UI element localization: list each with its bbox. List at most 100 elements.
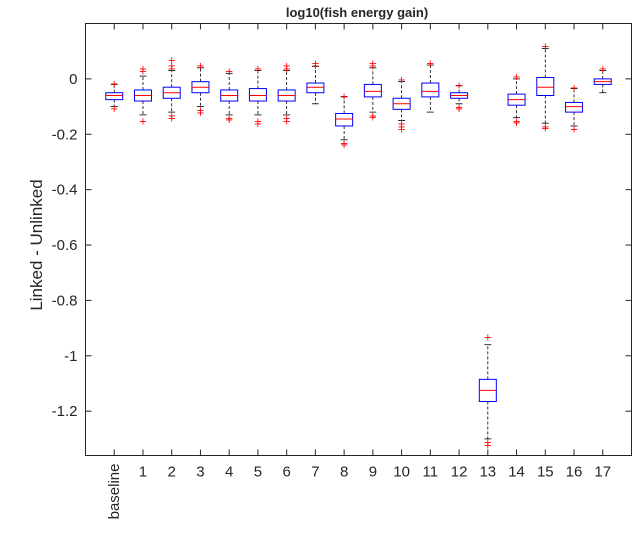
box-group: +++ <box>478 332 497 451</box>
outlier-marker: + <box>282 64 290 75</box>
outlier-marker: + <box>254 116 262 127</box>
outlier-marker: + <box>397 119 405 130</box>
x-tick-label: 7 <box>311 464 319 481</box>
x-tick-label: 9 <box>369 464 377 481</box>
x-tick-label: baseline <box>106 464 123 520</box>
outlier-marker: + <box>599 64 607 75</box>
x-tick-label: 13 <box>479 464 496 481</box>
x-tick-label: 1 <box>139 464 147 481</box>
outlier-marker: + <box>455 103 463 114</box>
outlier-marker: + <box>196 105 204 116</box>
x-tick-label: 11 <box>423 464 439 481</box>
box-group: +++ <box>450 80 469 115</box>
outlier-marker: + <box>570 83 578 94</box>
box-iqr <box>421 82 440 98</box>
box-group: +++ <box>133 64 152 127</box>
x-tick-label: 3 <box>196 464 204 481</box>
x-tick-label: 2 <box>168 464 176 481</box>
y-tick-label: -0.6 <box>52 237 78 254</box>
outlier-marker: + <box>369 58 377 69</box>
outlier-marker: + <box>254 64 262 75</box>
outlier-marker: + <box>282 116 290 127</box>
outlier-marker: + <box>340 92 348 103</box>
outlier-marker: + <box>168 61 176 72</box>
box-group: ++++ <box>277 61 296 127</box>
outlier-marker: + <box>369 111 377 122</box>
outlier-marker: + <box>541 42 549 53</box>
outlier-marker: + <box>484 438 492 449</box>
outlier-marker: + <box>397 125 405 136</box>
outlier-marker: + <box>282 61 290 72</box>
outlier-marker: + <box>110 104 118 115</box>
box-iqr <box>335 113 354 127</box>
y-tick-label: -1.2 <box>52 403 78 420</box>
outlier-marker: + <box>311 58 319 69</box>
x-tick-label: 4 <box>225 464 233 481</box>
y-tick-label: -1 <box>64 348 77 365</box>
outlier-marker: + <box>484 332 492 343</box>
y-tick-label: -0.2 <box>52 126 78 143</box>
box-group: +++ <box>507 72 526 129</box>
outlier-marker: + <box>168 64 176 75</box>
plot-frame <box>85 23 632 456</box>
outlier-marker: + <box>110 79 118 90</box>
x-tick-label: 8 <box>340 464 348 481</box>
outlier-marker: + <box>282 114 290 125</box>
outlier-marker: + <box>455 80 463 91</box>
box-iqr <box>306 82 325 94</box>
x-tick-label: 15 <box>537 464 554 481</box>
box-group: ++ <box>105 79 124 115</box>
x-tick-label: 5 <box>254 464 262 481</box>
x-tick-label: 14 <box>508 464 525 481</box>
box-group: + <box>593 64 612 94</box>
outlier-marker: + <box>512 118 520 129</box>
outlier-marker: + <box>541 123 549 134</box>
x-tick-label: 6 <box>282 464 290 481</box>
box-group: +++++ <box>162 56 181 125</box>
outlier-marker: + <box>369 112 377 123</box>
y-tick-label: 0 <box>69 71 77 88</box>
box-group: +++ <box>536 42 555 134</box>
x-tick-label: 16 <box>566 464 583 481</box>
box-series: ++++++++++++++++++++++++++++++++++++++++… <box>105 42 612 451</box>
y-axis-label: Linked - Unlinked <box>27 179 46 310</box>
outlier-marker: + <box>397 75 405 86</box>
x-tick-label: 17 <box>594 464 611 481</box>
box-group: ++ <box>565 83 584 136</box>
y-tick-label: -0.8 <box>52 292 78 309</box>
box-group: +++ <box>335 92 354 151</box>
chart-title: log10(fish energy gain) <box>286 5 428 20</box>
box-group: ++++ <box>363 58 382 123</box>
box-iqr <box>536 77 555 96</box>
box-iqr <box>248 88 267 102</box>
outlier-marker: + <box>196 61 204 72</box>
outlier-marker: + <box>139 116 147 127</box>
box-iqr <box>363 83 382 98</box>
outlier-marker: + <box>139 64 147 75</box>
x-tick-label: 10 <box>393 464 410 481</box>
outlier-marker: + <box>484 440 492 451</box>
outlier-marker: + <box>225 67 233 78</box>
outlier-marker: + <box>196 108 204 119</box>
outlier-marker: + <box>512 72 520 83</box>
outlier-marker: + <box>340 139 348 150</box>
outlier-marker: + <box>225 115 233 126</box>
box-group: ++ <box>306 58 325 105</box>
box-group: +++ <box>220 67 239 126</box>
outlier-marker: + <box>254 119 262 130</box>
box-iqr <box>565 101 584 113</box>
box-group: + <box>421 58 440 113</box>
outlier-marker: + <box>168 56 176 67</box>
box-group: +++ <box>191 61 210 119</box>
y-tick-label: -0.4 <box>52 182 78 199</box>
outlier-marker: + <box>369 61 377 72</box>
outlier-marker: + <box>168 111 176 122</box>
outlier-marker: + <box>168 114 176 125</box>
box-group: ++++ <box>392 75 411 136</box>
outlier-marker: + <box>311 61 319 72</box>
x-axis: baseline 1 2 3 4 5 6 7 8 9 10 11 12 13 14 15 16 17 <box>106 23 611 520</box>
outlier-marker: + <box>225 114 233 125</box>
outlier-marker: + <box>541 122 549 133</box>
outlier-marker: + <box>512 116 520 127</box>
